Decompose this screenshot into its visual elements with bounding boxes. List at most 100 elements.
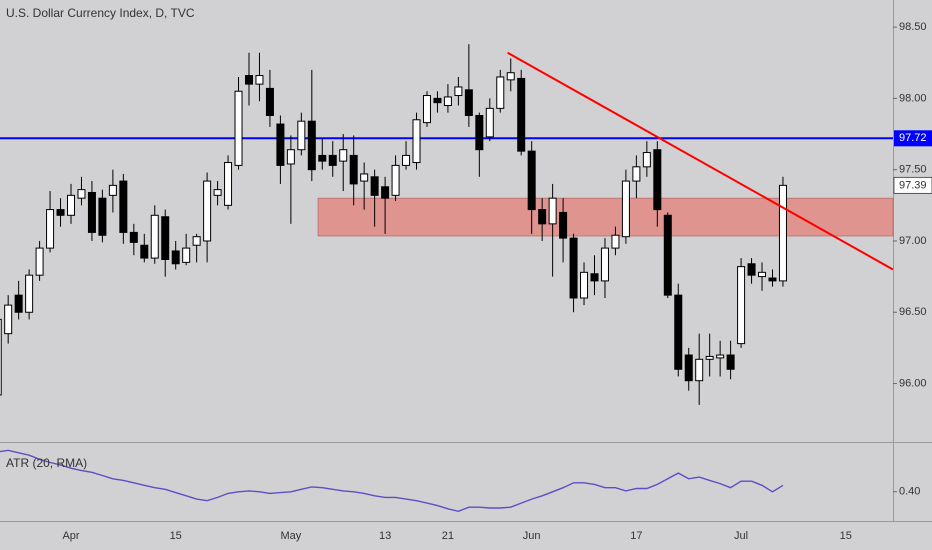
- candle-body: [538, 209, 547, 225]
- candle-body: [244, 75, 253, 85]
- candle-body: [129, 231, 138, 243]
- candle-body: [339, 149, 348, 162]
- candle-body: [611, 234, 620, 249]
- candle-body: [758, 271, 767, 278]
- candle-body: [140, 244, 149, 259]
- candle-body: [286, 149, 295, 165]
- hline-price-box: [894, 130, 932, 147]
- candle-body: [632, 166, 641, 182]
- candle-body: [402, 154, 411, 166]
- y-tick-label: 0.40: [899, 486, 920, 498]
- indicator-title: ATR (20, RMA): [6, 456, 87, 470]
- chart-title: U.S. Dollar Currency Index, D, TVC: [6, 6, 195, 20]
- x-tick-label: Apr: [62, 530, 79, 542]
- candle-body: [328, 154, 337, 166]
- candle-body: [684, 354, 693, 382]
- candle-body: [768, 277, 777, 282]
- last-price-box: [893, 176, 932, 194]
- candle-body: [778, 184, 787, 282]
- candle-body: [496, 76, 505, 109]
- x-tick-label: Jul: [734, 530, 748, 542]
- candle-body: [370, 176, 379, 196]
- candle-body: [25, 274, 34, 313]
- candle-body: [56, 209, 65, 216]
- candle-body: [203, 180, 212, 242]
- candle-body: [475, 114, 484, 151]
- candle-body: [255, 75, 264, 85]
- x-tick-label: 21: [442, 530, 454, 542]
- candle-body: [234, 90, 243, 166]
- y-tick-label: 98.50: [899, 21, 927, 33]
- candle-body: [0, 318, 2, 396]
- y-tick-label: 96.00: [899, 377, 927, 389]
- candle-body: [569, 237, 578, 299]
- candle-body: [705, 355, 714, 360]
- candle-body: [108, 184, 117, 196]
- candle-body: [716, 354, 725, 359]
- candle-body: [517, 77, 526, 152]
- candle-body: [98, 197, 107, 236]
- candle-body: [46, 209, 55, 249]
- candle-body: [35, 247, 44, 276]
- candle-body: [349, 154, 358, 185]
- candle-body: [747, 263, 756, 276]
- candle-body: [653, 149, 662, 211]
- candle-body: [14, 294, 23, 313]
- candle-body: [307, 120, 316, 171]
- candle-body: [265, 87, 274, 116]
- x-tick-label: May: [280, 530, 301, 542]
- candle-body: [192, 236, 201, 246]
- candle-body: [150, 214, 159, 259]
- candle-body: [182, 247, 191, 263]
- candle-body: [297, 120, 306, 151]
- candle-body: [642, 152, 651, 168]
- candle-body: [464, 89, 473, 116]
- y-tick-label: 97.00: [899, 235, 927, 247]
- candle-body: [412, 119, 421, 164]
- candle-body: [600, 247, 609, 282]
- candle-body: [391, 164, 400, 196]
- candle-body: [621, 180, 630, 238]
- y-tick-label: 97.50: [899, 164, 927, 176]
- candle-body: [224, 162, 233, 206]
- candle-body: [276, 123, 285, 166]
- candle-body: [422, 95, 431, 124]
- candle-body: [87, 191, 96, 233]
- candle-body: [548, 197, 557, 225]
- candle-body: [161, 216, 170, 260]
- candle-body: [663, 214, 672, 296]
- candle-body: [559, 211, 568, 239]
- x-tick-label: 15: [840, 530, 852, 542]
- candle-body: [454, 86, 463, 97]
- candle-body: [737, 266, 746, 345]
- candle-body: [77, 189, 86, 199]
- candle-body: [360, 173, 369, 182]
- y-tick-label: 98.00: [899, 92, 927, 104]
- x-tick-label: Jun: [523, 530, 541, 542]
- candle-body: [485, 107, 494, 138]
- candle-body: [119, 180, 128, 233]
- candle-body: [381, 186, 390, 199]
- candle-body: [590, 273, 599, 282]
- candle-body: [433, 97, 442, 104]
- candle-body: [4, 304, 13, 335]
- candle-body: [726, 354, 735, 370]
- candle-body: [67, 194, 75, 216]
- last-price-label: 97.39: [899, 179, 927, 191]
- candle-body: [695, 358, 704, 382]
- hline-price-label: 97.72: [899, 132, 927, 144]
- support-zone: [317, 197, 894, 237]
- y-tick-label: 96.50: [899, 306, 927, 318]
- candle-body: [506, 72, 515, 81]
- trend-line: [507, 51, 894, 271]
- plot-layer: Apr 15 May 13 21 Jun 17 Jul 15 96.00 96.50 97.00 97.…: [0, 21, 932, 542]
- candle-body: [171, 250, 180, 265]
- candle-body: [318, 154, 327, 162]
- candle-body: [527, 150, 536, 211]
- candle-body: [213, 189, 222, 196]
- x-tick-label: 15: [170, 530, 182, 542]
- candle-body: [580, 271, 589, 299]
- candle-body: [443, 96, 452, 107]
